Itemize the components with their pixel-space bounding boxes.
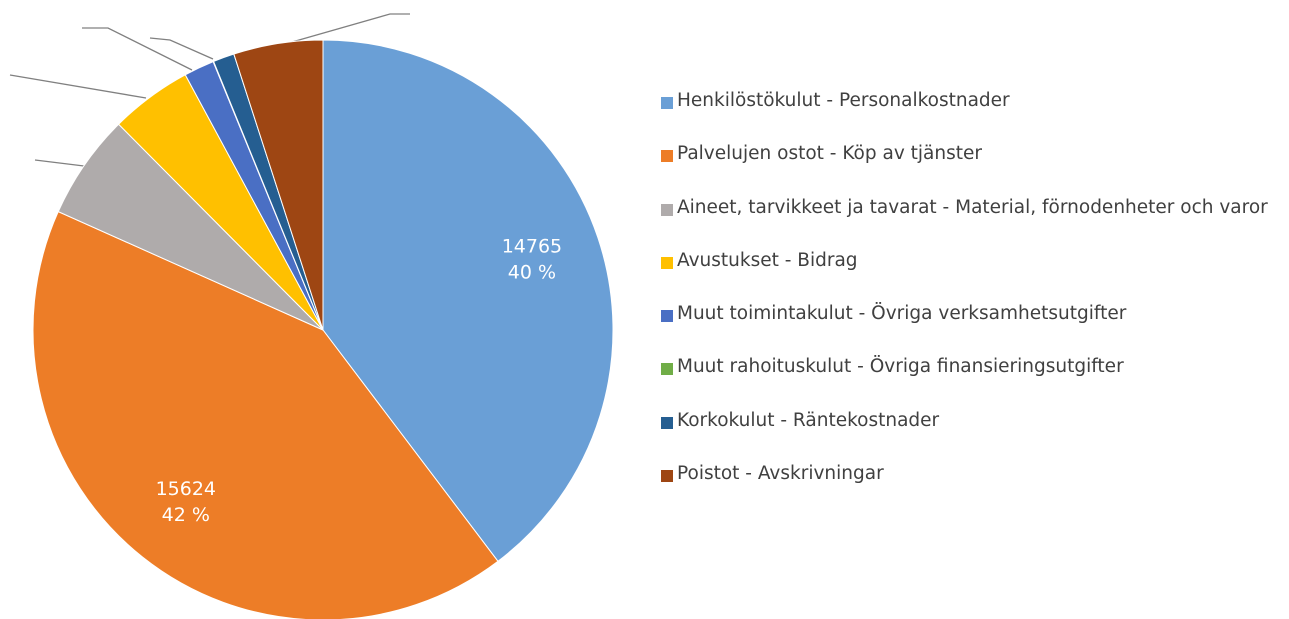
slices [32,39,614,619]
legend-label: Avustukset - Bidrag [677,249,858,271]
legend-item: Avustukset - Bidrag [661,250,1281,303]
legend-swatch [661,363,673,376]
legend-label: Henkilöstökulut - Personalkostnader [677,90,1010,111]
legend-label: Palvelujen ostot - Köp av tjänster [677,143,982,165]
legend-swatch [661,470,673,483]
legend-label: Poistot - Avskrivningar [677,463,884,485]
legend: Henkilöstökulut - Personalkostnader Palve… [661,90,1281,516]
legend-swatch [661,256,673,269]
legend-label: Muut rahoituskulut - Övriga finansiering… [677,356,1124,378]
legend-label: Korkokulut - Räntekostnader [677,409,940,431]
slice [32,210,499,619]
legend-item: Henkilöstökulut - Personalkostnader [661,90,1281,143]
data-label-percent: 42 % [162,504,210,526]
leader-line [149,37,214,60]
legend-swatch [661,310,673,323]
slice [233,39,324,331]
data-label-value: 15624 [156,478,216,500]
legend-swatch [661,416,673,429]
legend-item: Muut toimintakulut - Övriga verksamhetsu… [661,303,1281,356]
data-label-percent: 40 % [508,261,556,283]
leader-line [277,13,410,47]
pie-area: 14765 40 % 15624 42 % [9,13,614,619]
leader-lines [9,13,410,167]
legend-item: Aineet, tarvikkeet ja tavarat - Material… [661,197,1281,250]
legend-item: Poistot - Avskrivningar [661,463,1281,516]
legend-item: Muut rahoituskulut - Övriga finansiering… [661,356,1281,409]
leader-line [82,27,193,71]
legend-label: Muut toimintakulut - Övriga verksamhetsu… [677,303,1127,325]
data-label-value: 14765 [502,235,562,257]
leader-line [9,74,147,99]
legend-swatch [661,150,673,163]
leader-line [34,159,85,167]
legend-item: Korkokulut - Räntekostnader [661,410,1281,463]
legend-swatch [661,97,673,109]
legend-swatch [661,203,673,216]
legend-item: Palvelujen ostot - Köp av tjänster [661,143,1281,196]
legend-label: Aineet, tarvikkeet ja tavarat - Material… [677,196,1268,218]
slice [322,39,614,562]
